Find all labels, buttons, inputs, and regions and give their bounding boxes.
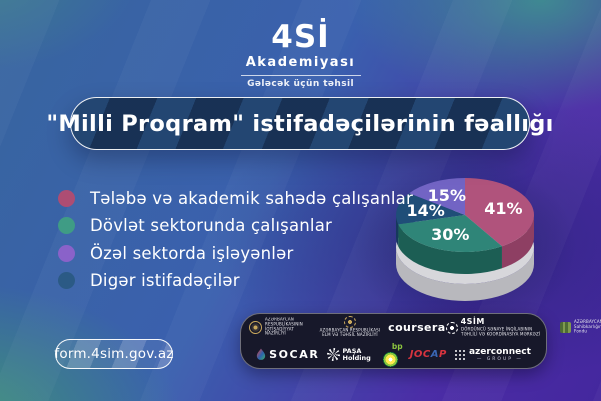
pie-slice-value-label: 14% xyxy=(407,201,445,220)
socar-flame-icon xyxy=(256,348,266,361)
4sim-emblem-icon xyxy=(445,321,458,334)
legend-dot-navy xyxy=(58,272,75,289)
legend-item-other-users: Digər istifadəçilər xyxy=(58,271,413,290)
azerconnect-wordmark: azerconnect xyxy=(468,346,531,357)
partner-4sim: 4SİM DÖRDÜNCÜ SƏNAYE İNQİLABININ TƏHLİLİ V… xyxy=(445,316,560,339)
legend-item-students: Tələbə və akademik sahədə çalışanlar xyxy=(58,188,413,208)
brand-subtitle: Akademiyası xyxy=(245,55,356,70)
partner-entrepreneurship-fund: AZƏRBAYCAN RESPUBLİKASISahibkarlığın İnk… xyxy=(559,319,601,336)
partner-coursera: coursera xyxy=(388,321,445,334)
legend-label: Tələbə və akademik sahədə çalışanlar xyxy=(90,188,413,208)
azerconnect-group-label: — GROUP — xyxy=(476,356,523,362)
brand-block: 4Sİ Akademiyası Gələcək üçün təhsil xyxy=(240,19,361,89)
registration-url: form.4sim.gov.az xyxy=(54,346,174,362)
pie-chart: 41% 30% 14%15% xyxy=(396,178,534,301)
registration-url-pill[interactable]: form.4sim.gov.az xyxy=(54,339,174,369)
partner-row-top: AZƏRBAYCAN RESPUBLİKASININ İQTİSADİYYAT NAZ… xyxy=(249,315,601,341)
education-ministry-emblem-icon xyxy=(344,315,357,328)
fine-print: AZƏRBAYCAN RESPUBLİKASININ İQTİSADİYYAT NAZ… xyxy=(265,317,303,337)
partner-jocap: JOCAP xyxy=(410,349,447,360)
partner-logo-bar: AZƏRBAYCAN RESPUBLİKASININ İQTİSADİYYAT NAZ… xyxy=(240,313,601,369)
partner-pasha-holding: PAŞA Holding xyxy=(326,346,371,362)
legend-dot-pink xyxy=(58,189,75,207)
pasha-pinwheel-icon xyxy=(326,348,340,362)
legend-item-public-sector: Dövlət sektorunda çalışanlar xyxy=(58,216,413,235)
pie-slice-value-label: 15% xyxy=(428,186,466,205)
fine-print: AZƏRBAYCAN RESPUBLİKASI ELM VƏ TƏHSİL NAZ… xyxy=(319,327,381,338)
legend-dot-teal xyxy=(58,217,75,234)
title-banner: "Milli Proqram" istifadəçilərinin fəallı… xyxy=(46,97,553,150)
partner-education-ministry: AZƏRBAYCAN RESPUBLİKASI ELM VƏ TƏHSİL NAZ… xyxy=(312,315,388,341)
brand-logo: 4Sİ xyxy=(271,19,330,55)
chart-legend: Tələbə və akademik sahədə çalışanlar Döv… xyxy=(58,189,413,290)
legend-label: Dövlət sektorunda çalışanlar xyxy=(90,216,333,235)
brand-divider xyxy=(240,75,361,76)
partner-economy-ministry: AZƏRBAYCAN RESPUBLİKASININ İQTİSADİYYAT NAZ… xyxy=(249,316,312,339)
legend-item-private-sector: Özəl sektorda işləyənlər xyxy=(58,243,413,263)
bp-helios-icon xyxy=(382,351,398,367)
pie-slice xyxy=(398,215,502,252)
pasha-wordmark: PAŞA Holding xyxy=(342,346,371,362)
entrepreneurship-fund-icon xyxy=(559,322,571,334)
economy-ministry-emblem-icon xyxy=(249,321,262,335)
brand-tagline: Gələcək üçün təhsil xyxy=(247,79,354,89)
partner-row-bottom: SOCAR PAŞA Holding bp JOCAP azerconnect — GROU… xyxy=(249,343,538,367)
pie-base-side xyxy=(396,247,534,301)
legend-label: Özəl sektorda işləyənlər xyxy=(90,243,294,263)
coursera-wordmark: coursera xyxy=(388,321,446,335)
pie-slice-value-label: 41% xyxy=(484,199,522,218)
4sim-wordmark: 4SİM xyxy=(460,316,485,326)
fine-print: DÖRDÜNCÜ SƏNAYE İNQİLABININ TƏHLİLİ VƏ KO… xyxy=(460,326,540,337)
pie-slice xyxy=(409,178,465,215)
bp-wordmark: bp xyxy=(391,342,403,351)
pie-slice xyxy=(465,178,534,247)
pie-slice-value-label: 30% xyxy=(431,225,469,244)
pie-slice-side xyxy=(501,215,534,269)
partner-azerconnect: azerconnect — GROUP — xyxy=(453,346,531,363)
legend-label: Digər istifadəçilər xyxy=(90,271,240,290)
pie-slice-side xyxy=(398,224,502,274)
fine-print: AZƏRBAYCAN RESPUBLİKASISahibkarlığın İnk… xyxy=(573,320,601,335)
azerconnect-dots-icon xyxy=(453,348,466,361)
legend-dot-purple xyxy=(58,244,75,262)
partner-socar: SOCAR xyxy=(256,348,319,361)
pie-slice xyxy=(396,193,465,225)
socar-wordmark: SOCAR xyxy=(269,348,320,362)
jocap-wordmark: JOCAP xyxy=(409,349,447,361)
partner-bp: bp xyxy=(378,343,403,367)
pie-slice-side xyxy=(396,215,399,247)
page-title: "Milli Proqram" istifadəçilərinin fəallı… xyxy=(46,110,554,137)
